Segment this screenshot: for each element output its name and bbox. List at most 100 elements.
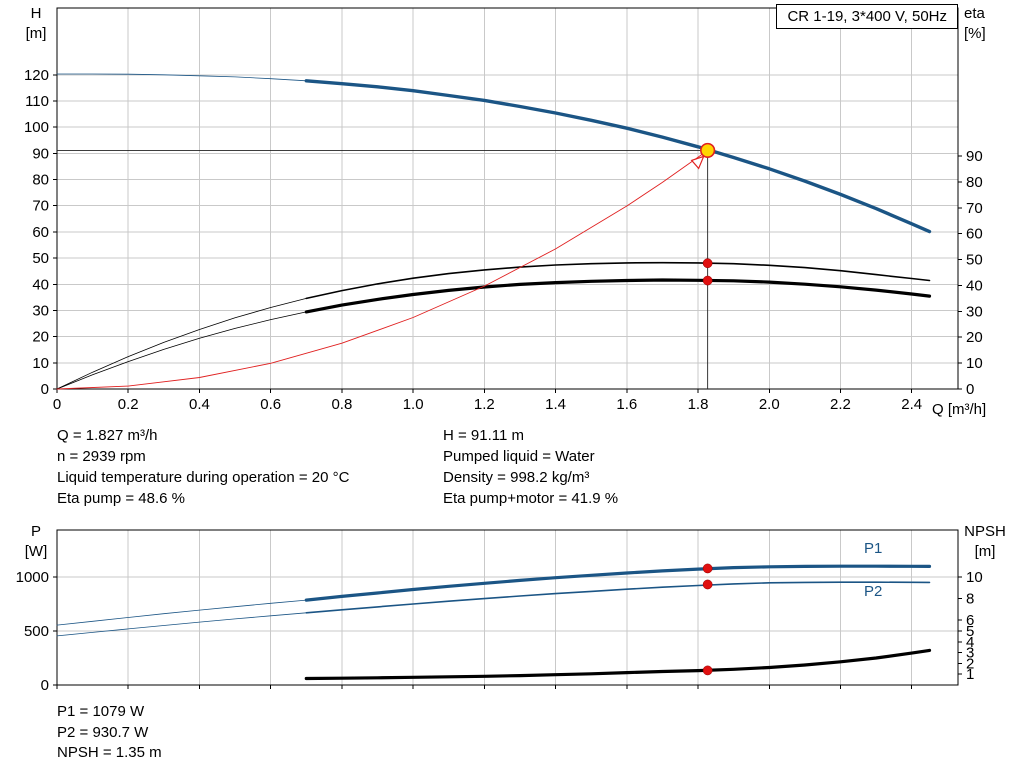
info-head: H = 91.11 m bbox=[443, 427, 525, 444]
svg-text:0.4: 0.4 bbox=[189, 396, 210, 413]
svg-text:0: 0 bbox=[41, 677, 49, 694]
svg-text:90: 90 bbox=[966, 148, 983, 165]
eta-axis-label-symbol: eta bbox=[964, 5, 985, 22]
pump-title-box: CR 1-19, 3*400 V, 50Hz bbox=[776, 4, 958, 29]
svg-text:8: 8 bbox=[966, 591, 974, 608]
eta-axis-label-unit: [%] bbox=[964, 25, 986, 42]
h-axis-label: H [m] bbox=[18, 4, 54, 44]
svg-text:6: 6 bbox=[966, 612, 974, 629]
svg-text:0.8: 0.8 bbox=[331, 396, 352, 413]
p2-curve-label: P2 bbox=[864, 583, 883, 600]
system-curve bbox=[56, 149, 709, 390]
eta-pump-motor-point bbox=[702, 275, 713, 286]
info-liquid-temperature: Liquid temperature during operation = 20… bbox=[57, 469, 350, 486]
svg-text:0: 0 bbox=[966, 381, 974, 398]
svg-text:2.4: 2.4 bbox=[901, 396, 922, 413]
qh-curve bbox=[56, 73, 932, 234]
svg-text:50: 50 bbox=[966, 252, 983, 269]
info-density: Density = 998.2 kg/m³ bbox=[443, 469, 590, 486]
head-efficiency-chart: 0 0.2 0.4 0.6 0.8 1.0 1.2 1.4 1.6 1.8 2.0 2.2 2.4 0 10… bbox=[24, 7, 983, 413]
duty-point-marker bbox=[700, 142, 716, 159]
npsh-point bbox=[702, 665, 713, 676]
svg-text:30: 30 bbox=[32, 302, 49, 319]
svg-text:1.0: 1.0 bbox=[403, 396, 424, 413]
p-axis-label-unit: [W] bbox=[24, 543, 48, 560]
p2-point bbox=[702, 579, 713, 590]
h-axis-label-unit: [m] bbox=[25, 25, 47, 42]
svg-text:50: 50 bbox=[32, 250, 49, 267]
svg-text:110: 110 bbox=[25, 93, 49, 110]
info-eta-pump: Eta pump = 48.6 % bbox=[57, 490, 185, 507]
head-efficiency-chart-tick-labels: 0 0.2 0.4 0.6 0.8 1.0 1.2 1.4 1.6 1.8 2.0 2.2 2.4 0 10… bbox=[24, 67, 983, 413]
svg-text:60: 60 bbox=[966, 226, 983, 243]
svg-text:1.2: 1.2 bbox=[474, 396, 495, 413]
svg-text:1000: 1000 bbox=[16, 569, 49, 586]
duty-crosshair bbox=[57, 149, 709, 389]
info-flow: Q = 1.827 m³/h bbox=[57, 427, 158, 444]
svg-text:70: 70 bbox=[32, 198, 49, 215]
info-eta-pump-motor: Eta pump+motor = 41.9 % bbox=[443, 490, 619, 507]
result-npsh: NPSH = 1.35 m bbox=[57, 744, 162, 761]
info-pumped-liquid: Pumped liquid = Water bbox=[443, 448, 595, 465]
p-axis-label: P [W] bbox=[18, 522, 54, 562]
npsh-axis-label-unit: [m] bbox=[974, 543, 996, 560]
svg-text:20: 20 bbox=[32, 329, 49, 346]
eta-pump-point bbox=[702, 258, 713, 269]
svg-text:80: 80 bbox=[966, 174, 983, 191]
svg-text:100: 100 bbox=[24, 119, 49, 136]
svg-text:0: 0 bbox=[41, 381, 49, 398]
p1-curve-label: P1 bbox=[864, 540, 883, 557]
head-efficiency-chart-grid bbox=[57, 8, 958, 389]
npsh-curve bbox=[304, 648, 932, 681]
svg-text:90: 90 bbox=[32, 145, 49, 162]
svg-text:1.4: 1.4 bbox=[545, 396, 566, 413]
q-axis-label: Q [m³/h] bbox=[932, 401, 987, 418]
npsh-axis-label-symbol: NPSH bbox=[964, 523, 1006, 540]
svg-text:30: 30 bbox=[966, 303, 983, 320]
svg-text:20: 20 bbox=[966, 329, 983, 346]
head-efficiency-chart-frame bbox=[56, 7, 959, 390]
svg-text:2.0: 2.0 bbox=[759, 396, 780, 413]
p1-curve bbox=[56, 564, 932, 626]
svg-text:1.8: 1.8 bbox=[688, 396, 709, 413]
svg-text:80: 80 bbox=[32, 172, 49, 189]
svg-text:0.6: 0.6 bbox=[260, 396, 281, 413]
svg-text:3: 3 bbox=[966, 645, 974, 662]
duty-info-right: H = 91.11 m Pumped liquid = Water Densit… bbox=[443, 425, 618, 509]
svg-text:70: 70 bbox=[966, 200, 983, 217]
p2-curve bbox=[56, 581, 931, 637]
svg-text:4: 4 bbox=[966, 634, 974, 651]
p-axis-label-symbol: P bbox=[30, 523, 41, 540]
result-p2: P2 = 930.7 W bbox=[57, 723, 149, 741]
p1-point bbox=[702, 563, 713, 574]
eta-axis-label: eta [%] bbox=[964, 4, 1020, 44]
svg-text:0: 0 bbox=[53, 396, 61, 413]
npsh-axis-label: NPSH [m] bbox=[954, 522, 1016, 562]
svg-text:10: 10 bbox=[32, 355, 49, 372]
svg-text:10: 10 bbox=[966, 355, 983, 372]
head-efficiency-chart-markers bbox=[700, 142, 716, 286]
eta-pump-motor-curve bbox=[56, 278, 932, 390]
svg-text:0.2: 0.2 bbox=[118, 396, 139, 413]
info-speed: n = 2939 rpm bbox=[57, 448, 146, 465]
svg-text:60: 60 bbox=[32, 224, 49, 241]
power-npsh-chart-grid bbox=[57, 530, 958, 685]
svg-text:1: 1 bbox=[966, 666, 974, 683]
svg-text:500: 500 bbox=[24, 623, 49, 640]
svg-text:2: 2 bbox=[966, 655, 974, 672]
eta-pump-curve bbox=[56, 261, 931, 390]
svg-text:2.2: 2.2 bbox=[830, 396, 851, 413]
svg-text:5: 5 bbox=[966, 623, 974, 640]
h-axis-label-symbol: H bbox=[30, 5, 42, 22]
svg-text:40: 40 bbox=[966, 277, 983, 294]
result-p1: P1 = 1079 W bbox=[57, 703, 145, 720]
svg-text:10: 10 bbox=[966, 569, 983, 586]
result-values: P1 = 1079 W P2 = 930.7 W NPSH = 1.35 m bbox=[57, 702, 162, 764]
svg-text:120: 120 bbox=[24, 67, 49, 84]
duty-info-left: Q = 1.827 m³/h n = 2939 rpm Liquid tempe… bbox=[57, 425, 349, 509]
duty-arrow bbox=[690, 155, 705, 170]
